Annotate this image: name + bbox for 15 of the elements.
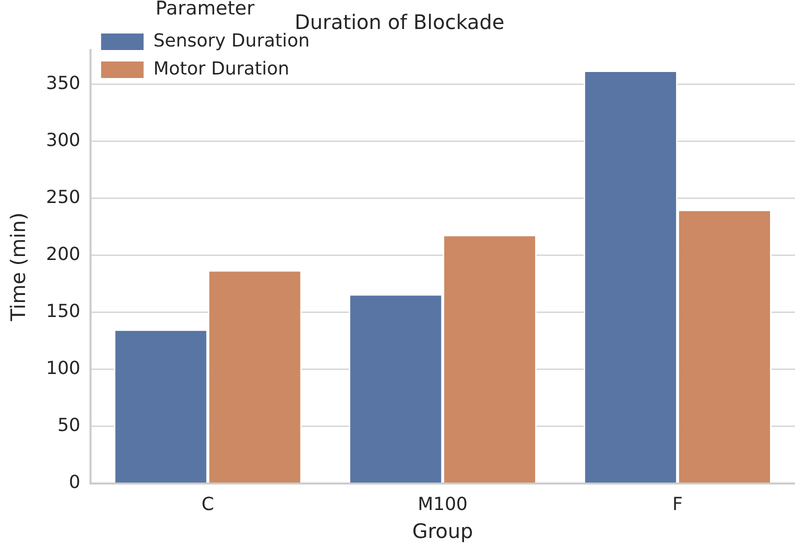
y-tick-label: 100 [46, 358, 80, 380]
x-axis-title: Group [412, 519, 474, 544]
legend-title: Parameter [156, 0, 255, 20]
y-tick-label: 350 [46, 72, 80, 94]
x-tick-label: M100 [418, 494, 468, 515]
y-tick-label: 300 [46, 130, 80, 151]
y-tick-label: 200 [46, 244, 80, 265]
y-axis-title: Time (min) [6, 212, 30, 322]
y-tick-label: 150 [46, 300, 80, 322]
y-tick-label: 250 [46, 186, 80, 208]
legend-label: Motor Duration [153, 58, 290, 80]
x-tick-label: C [202, 494, 214, 515]
x-tick-label: F [672, 494, 683, 515]
y-tick-label: 0 [68, 472, 80, 494]
y-tick-label: 50 [57, 415, 80, 436]
